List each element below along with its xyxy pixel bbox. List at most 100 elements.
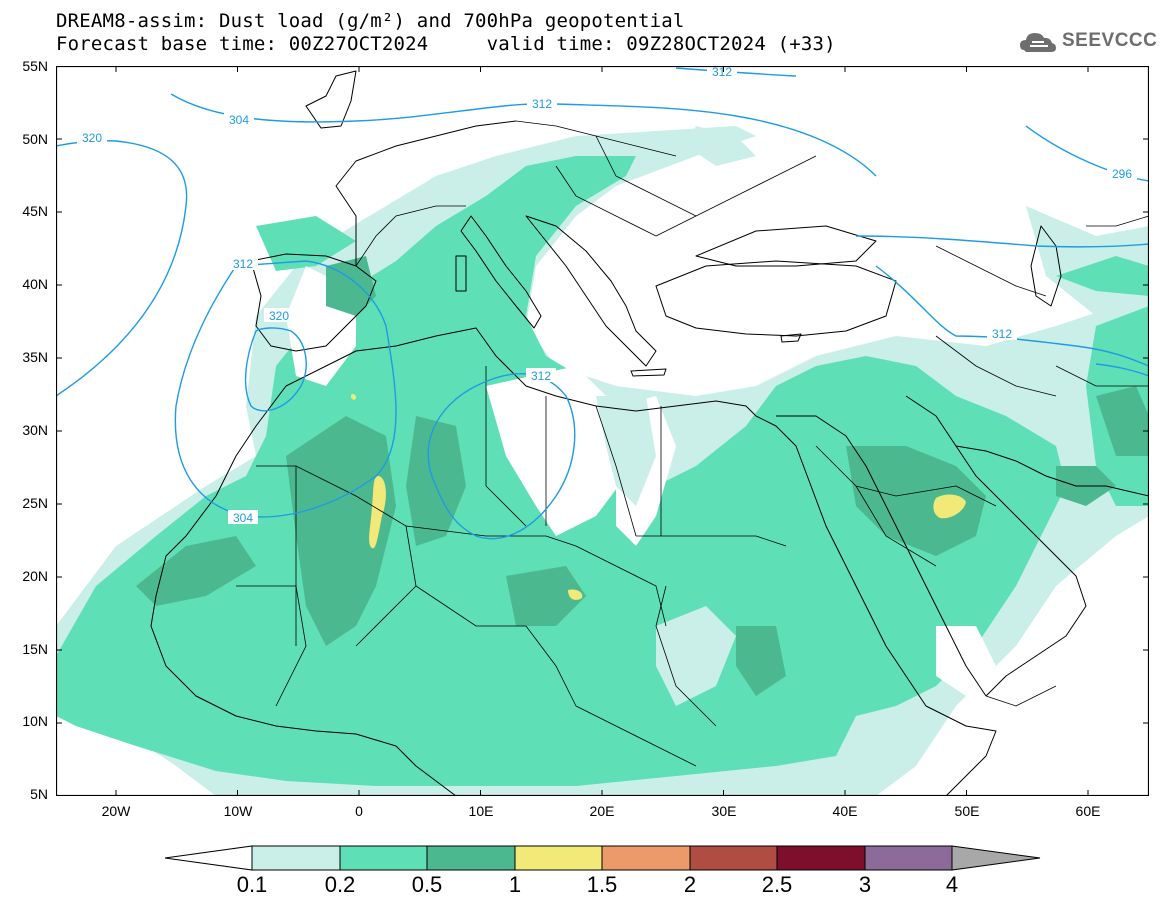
border-21 [935,245,1047,297]
contour-label-bg [526,368,556,382]
contour-label-bg [527,96,557,110]
colorbar-swatch-5 [601,845,691,871]
colorbar-swatch-1 [251,845,341,871]
colorbar-label-1.5: 1.5 [586,872,618,897]
contour-label-6: 312 [526,368,556,383]
coastline-2 [335,120,517,266]
contour-label-text: 312 [233,257,253,271]
dust-shade-light-patch-1 [596,396,656,506]
lat-label-45n: 45N [22,203,48,219]
lon-label-10w: 10W [223,803,253,819]
dust-shade-high-3 [568,589,583,600]
contour-label-text: 312 [531,369,551,383]
cloud-logo-icon [1020,33,1056,52]
lat-label-5n: 5N [30,786,48,802]
contour-label-bg [224,112,254,126]
coastline-5 [455,255,467,292]
lon-label-30e: 30E [711,803,737,819]
lat-label-15n: 15N [22,641,48,657]
border-4 [485,366,527,527]
lat-label-25n: 25N [22,495,48,511]
contour-label-2: 312 [527,96,557,111]
border-6 [595,405,637,537]
dust-shade-dark-6 [506,566,586,626]
border-22 [1086,215,1149,227]
contour-label-bg [264,308,294,322]
coastline-1 [250,253,377,352]
border-18 [595,135,697,217]
logo-text: SEEVCCC [1062,30,1158,51]
colorbar-swatch-7 [776,845,866,871]
contour-label-7: 304 [228,510,258,525]
contour-label-8: 296 [1107,166,1137,181]
dust-shade-dark-7 [736,626,786,696]
border-11 [236,585,307,707]
contour-label-text: 320 [82,131,102,145]
border-19 [555,165,657,237]
lon-label-60e: 60E [1075,803,1101,819]
colorbar-label-0.1: 0.1 [236,872,268,897]
dust-shade-dark-2 [286,416,396,646]
geopotential-contours: 320 312 304 312 320 312 304 296 312 312 [56,66,1149,540]
coastline-9 [235,327,757,457]
dust-shade-light-3 [686,126,756,166]
contour-label-bg [707,66,737,78]
coastline-7 [655,260,897,337]
colorbar-swatch-3 [426,845,516,871]
border-7 [636,535,787,547]
geopotential-contour-5 [174,260,397,518]
dust-shade-dark-8 [1096,386,1149,456]
lat-label-55n: 55N [22,58,48,74]
contour-label-bg [228,256,258,270]
dust-shade-dark-3 [406,416,466,546]
lon-label-10e: 10E [468,803,494,819]
colorbar-swatch-8 [864,845,953,871]
map-title: DREAM8-assim: Dust load (g/m²) and 700hP… [56,10,685,32]
dust-clear-area-1 [486,366,626,536]
lat-label-50n: 50N [22,131,48,147]
border-14 [855,485,937,567]
dust-shade-mid-3 [256,216,356,271]
contour-label-text: 304 [233,511,253,525]
coastline-13 [776,415,987,697]
dust-load-map: 320 312 304 312 320 312 304 296 312 312 [56,66,1149,796]
coastline-14 [905,395,1087,697]
dust-shade-high-2 [933,494,966,519]
coastline-6 [525,215,657,367]
contour-label-4: 312 [228,256,258,271]
coastline-17 [925,705,997,796]
coastline-11 [355,733,457,796]
colorbar-swatch-4 [514,845,603,871]
border-20 [655,155,817,237]
border-13 [815,445,997,507]
colorbar-label-2.5: 2.5 [761,872,793,897]
dust-load-shading [56,126,1149,796]
contour-label-bg [987,326,1017,340]
colorbar-under-triangle [164,845,253,871]
lat-label-35n: 35N [22,349,48,365]
geopotential-contour-6 [244,327,307,412]
dust-clear-area-4 [936,626,996,696]
contour-label-text: 312 [712,66,732,79]
contour-label-3: 304 [224,112,254,127]
coastline-8 [695,225,877,267]
lat-label-30n: 30N [22,422,48,438]
contour-label-bg [77,130,107,144]
dust-shade-mid-4 [1056,256,1149,296]
border-12 [575,705,697,767]
colorbar-swatch-6 [689,845,778,871]
lat-label-20n: 20N [22,568,48,584]
coastline-10 [150,455,357,735]
border-15 [985,685,1057,707]
contour-label-bg [228,510,258,524]
coastline-3 [305,70,357,129]
coastline-12 [755,415,927,707]
colorbar-label-2: 2 [683,872,697,897]
border-24 [935,335,1057,397]
border-3 [405,525,667,627]
border-10 [415,585,577,707]
dust-shade-high-1 [369,476,386,549]
colorbar-label-0.2: 0.2 [324,872,356,897]
contour-label-5: 320 [264,308,294,323]
